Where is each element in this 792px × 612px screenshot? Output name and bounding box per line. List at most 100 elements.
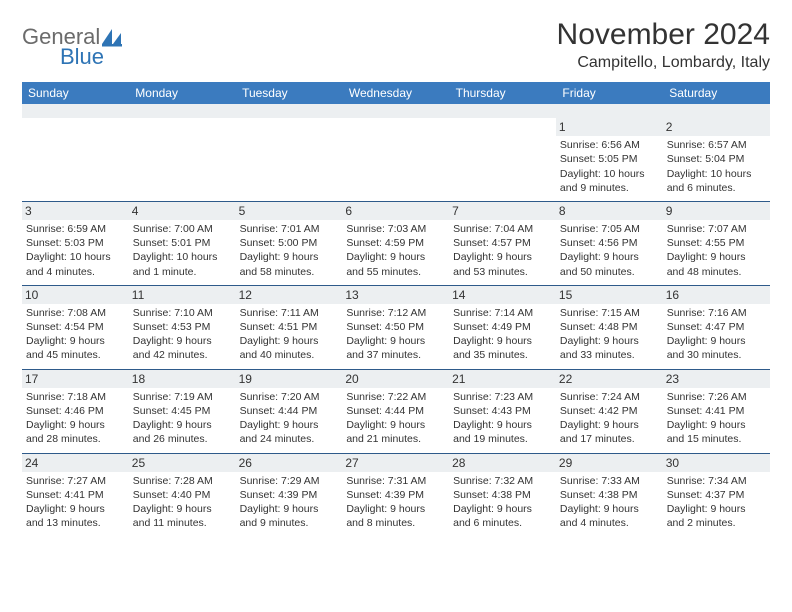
sunrise-text: Sunrise: 7:11 AM <box>240 306 339 320</box>
day-cell <box>129 118 236 201</box>
day-number: 25 <box>129 454 236 472</box>
sunset-text: Sunset: 4:59 PM <box>346 236 445 250</box>
sunset-text: Sunset: 4:56 PM <box>560 236 659 250</box>
sunrise-text: Sunrise: 7:28 AM <box>133 474 232 488</box>
day-cell: 6Sunrise: 7:03 AMSunset: 4:59 PMDaylight… <box>342 201 449 285</box>
sunrise-text: Sunrise: 6:56 AM <box>560 138 659 152</box>
sunrise-text: Sunrise: 7:04 AM <box>453 222 552 236</box>
sunset-text: Sunset: 4:53 PM <box>133 320 232 334</box>
sunrise-text: Sunrise: 7:27 AM <box>26 474 125 488</box>
sunset-text: Sunset: 4:50 PM <box>346 320 445 334</box>
day-cell: 18Sunrise: 7:19 AMSunset: 4:45 PMDayligh… <box>129 369 236 453</box>
sunrise-text: Sunrise: 7:08 AM <box>26 306 125 320</box>
day-cell: 20Sunrise: 7:22 AMSunset: 4:44 PMDayligh… <box>342 369 449 453</box>
month-title: November 2024 <box>557 18 770 52</box>
day-header: Tuesday <box>236 82 343 104</box>
day-cell: 8 Sunrise: 7:05 AMSunset: 4:56 PMDaylight… <box>556 201 663 285</box>
week-row: 17 Sunrise: 7:18 AMSunset: 4:46 PM Dayligh… <box>22 369 770 453</box>
week-row: 3Sunrise: 6:59 AMSunset: 5:03 PMDaylight… <box>22 201 770 285</box>
day-cell: 13 Sunrise: 7:12 AMSunset: 4:50 PMDayligh… <box>342 285 449 369</box>
sunset-text: Sunset: 4:44 PM <box>240 404 339 418</box>
sunrise-text: Sunrise: 7:20 AM <box>240 390 339 404</box>
day-number: 18 <box>129 370 236 388</box>
sunset-text: Sunset: 4:39 PM <box>240 488 339 502</box>
sunrise-text: Sunrise: 7:16 AM <box>667 306 766 320</box>
sunrise-text: Sunrise: 7:05 AM <box>560 222 659 236</box>
day-number: 11 <box>129 286 236 304</box>
day-number: 8 <box>556 202 663 220</box>
daylight-text: Daylight: 10 hours and 6 minutes. <box>667 167 766 195</box>
sunset-text: Sunset: 4:38 PM <box>453 488 552 502</box>
day-cell: 12Sunrise: 7:11 AMSunset: 4:51 PMDayligh… <box>236 285 343 369</box>
day-header: Thursday <box>449 82 556 104</box>
sunset-text: Sunset: 4:57 PM <box>453 236 552 250</box>
day-cell: 25Sunrise: 7:28 AMSunset: 4:40 PMDayligh… <box>129 453 236 536</box>
sunrise-text: Sunrise: 7:10 AM <box>133 306 232 320</box>
sunrise-text: Sunrise: 7:03 AM <box>346 222 445 236</box>
day-header: Wednesday <box>342 82 449 104</box>
sunrise-text: Sunrise: 7:01 AM <box>240 222 339 236</box>
daylight-text: Daylight: 9 hours and 6 minutes. <box>453 502 552 530</box>
day-number: 5 <box>236 202 343 220</box>
daylight-text: Daylight: 10 hours and 9 minutes. <box>560 167 659 195</box>
day-number: 4 <box>129 202 236 220</box>
day-header: Sunday <box>22 82 129 104</box>
day-header-row: Sunday Monday Tuesday Wednesday Thursday… <box>22 82 770 104</box>
sunset-text: Sunset: 5:03 PM <box>26 236 125 250</box>
daylight-text: Daylight: 10 hours and 4 minutes. <box>26 250 125 278</box>
daylight-text: Daylight: 9 hours and 55 minutes. <box>346 250 445 278</box>
sunrise-text: Sunrise: 7:26 AM <box>667 390 766 404</box>
day-number: 14 <box>449 286 556 304</box>
sunset-text: Sunset: 4:42 PM <box>560 404 659 418</box>
daylight-text: Daylight: 9 hours and 50 minutes. <box>560 250 659 278</box>
sunrise-text: Sunrise: 7:15 AM <box>560 306 659 320</box>
day-number: 22 <box>556 370 663 388</box>
day-cell <box>236 118 343 201</box>
day-cell <box>22 118 129 201</box>
day-number: 19 <box>236 370 343 388</box>
daylight-text: Daylight: 10 hours and 1 minute. <box>133 250 232 278</box>
sunrise-text: Sunrise: 7:12 AM <box>346 306 445 320</box>
sunset-text: Sunset: 4:38 PM <box>560 488 659 502</box>
sunset-text: Sunset: 4:47 PM <box>667 320 766 334</box>
sunrise-text: Sunrise: 7:18 AM <box>26 390 125 404</box>
daylight-text: Daylight: 9 hours and 33 minutes. <box>560 334 659 362</box>
day-cell: 23Sunrise: 7:26 AMSunset: 4:41 PMDayligh… <box>663 369 770 453</box>
sunset-text: Sunset: 4:39 PM <box>346 488 445 502</box>
sunset-text: Sunset: 4:46 PM <box>26 404 125 418</box>
sunrise-text: Sunrise: 7:14 AM <box>453 306 552 320</box>
sunset-text: Sunset: 4:37 PM <box>667 488 766 502</box>
day-cell: 17Sunrise: 7:18 AMSunset: 4:46 PMDayligh… <box>22 369 129 453</box>
day-number: 15 <box>556 286 663 304</box>
sunrise-text: Sunrise: 7:29 AM <box>240 474 339 488</box>
day-number: 20 <box>342 370 449 388</box>
daylight-text: Daylight: 9 hours and 11 minutes. <box>133 502 232 530</box>
day-number: 30 <box>663 454 770 472</box>
daylight-text: Daylight: 9 hours and 37 minutes. <box>346 334 445 362</box>
sunset-text: Sunset: 5:05 PM <box>560 152 659 166</box>
day-number: 21 <box>449 370 556 388</box>
daylight-text: Daylight: 9 hours and 2 minutes. <box>667 502 766 530</box>
day-number: 28 <box>449 454 556 472</box>
day-number: 24 <box>22 454 129 472</box>
sunset-text: Sunset: 4:48 PM <box>560 320 659 334</box>
sunrise-text: Sunrise: 7:19 AM <box>133 390 232 404</box>
daylight-text: Daylight: 9 hours and 35 minutes. <box>453 334 552 362</box>
day-cell: 29Sunrise: 7:33 AMSunset: 4:38 PMDayligh… <box>556 453 663 536</box>
day-number: 27 <box>342 454 449 472</box>
day-number: 13 <box>342 286 449 304</box>
day-cell: 14 Sunrise: 7:14 AMSunset: 4:49 PMDayligh… <box>449 285 556 369</box>
week-row: 1Sunrise: 6:56 AMSunset: 5:05 PMDaylight… <box>22 118 770 201</box>
day-number: 9 <box>663 202 770 220</box>
day-cell: 9Sunrise: 7:07 AMSunset: 4:55 PMDaylight… <box>663 201 770 285</box>
sunset-text: Sunset: 4:49 PM <box>453 320 552 334</box>
daylight-text: Daylight: 9 hours and 9 minutes. <box>240 502 339 530</box>
day-number: 10 <box>22 286 129 304</box>
daylight-text: Daylight: 9 hours and 21 minutes. <box>346 418 445 446</box>
day-cell: 11Sunrise: 7:10 AMSunset: 4:53 PMDayligh… <box>129 285 236 369</box>
sunrise-text: Sunrise: 6:57 AM <box>667 138 766 152</box>
day-number: 12 <box>236 286 343 304</box>
day-cell: 2Sunrise: 6:57 AMSunset: 5:04 PMDaylight… <box>663 118 770 201</box>
day-header: Saturday <box>663 82 770 104</box>
day-number: 17 <box>22 370 129 388</box>
